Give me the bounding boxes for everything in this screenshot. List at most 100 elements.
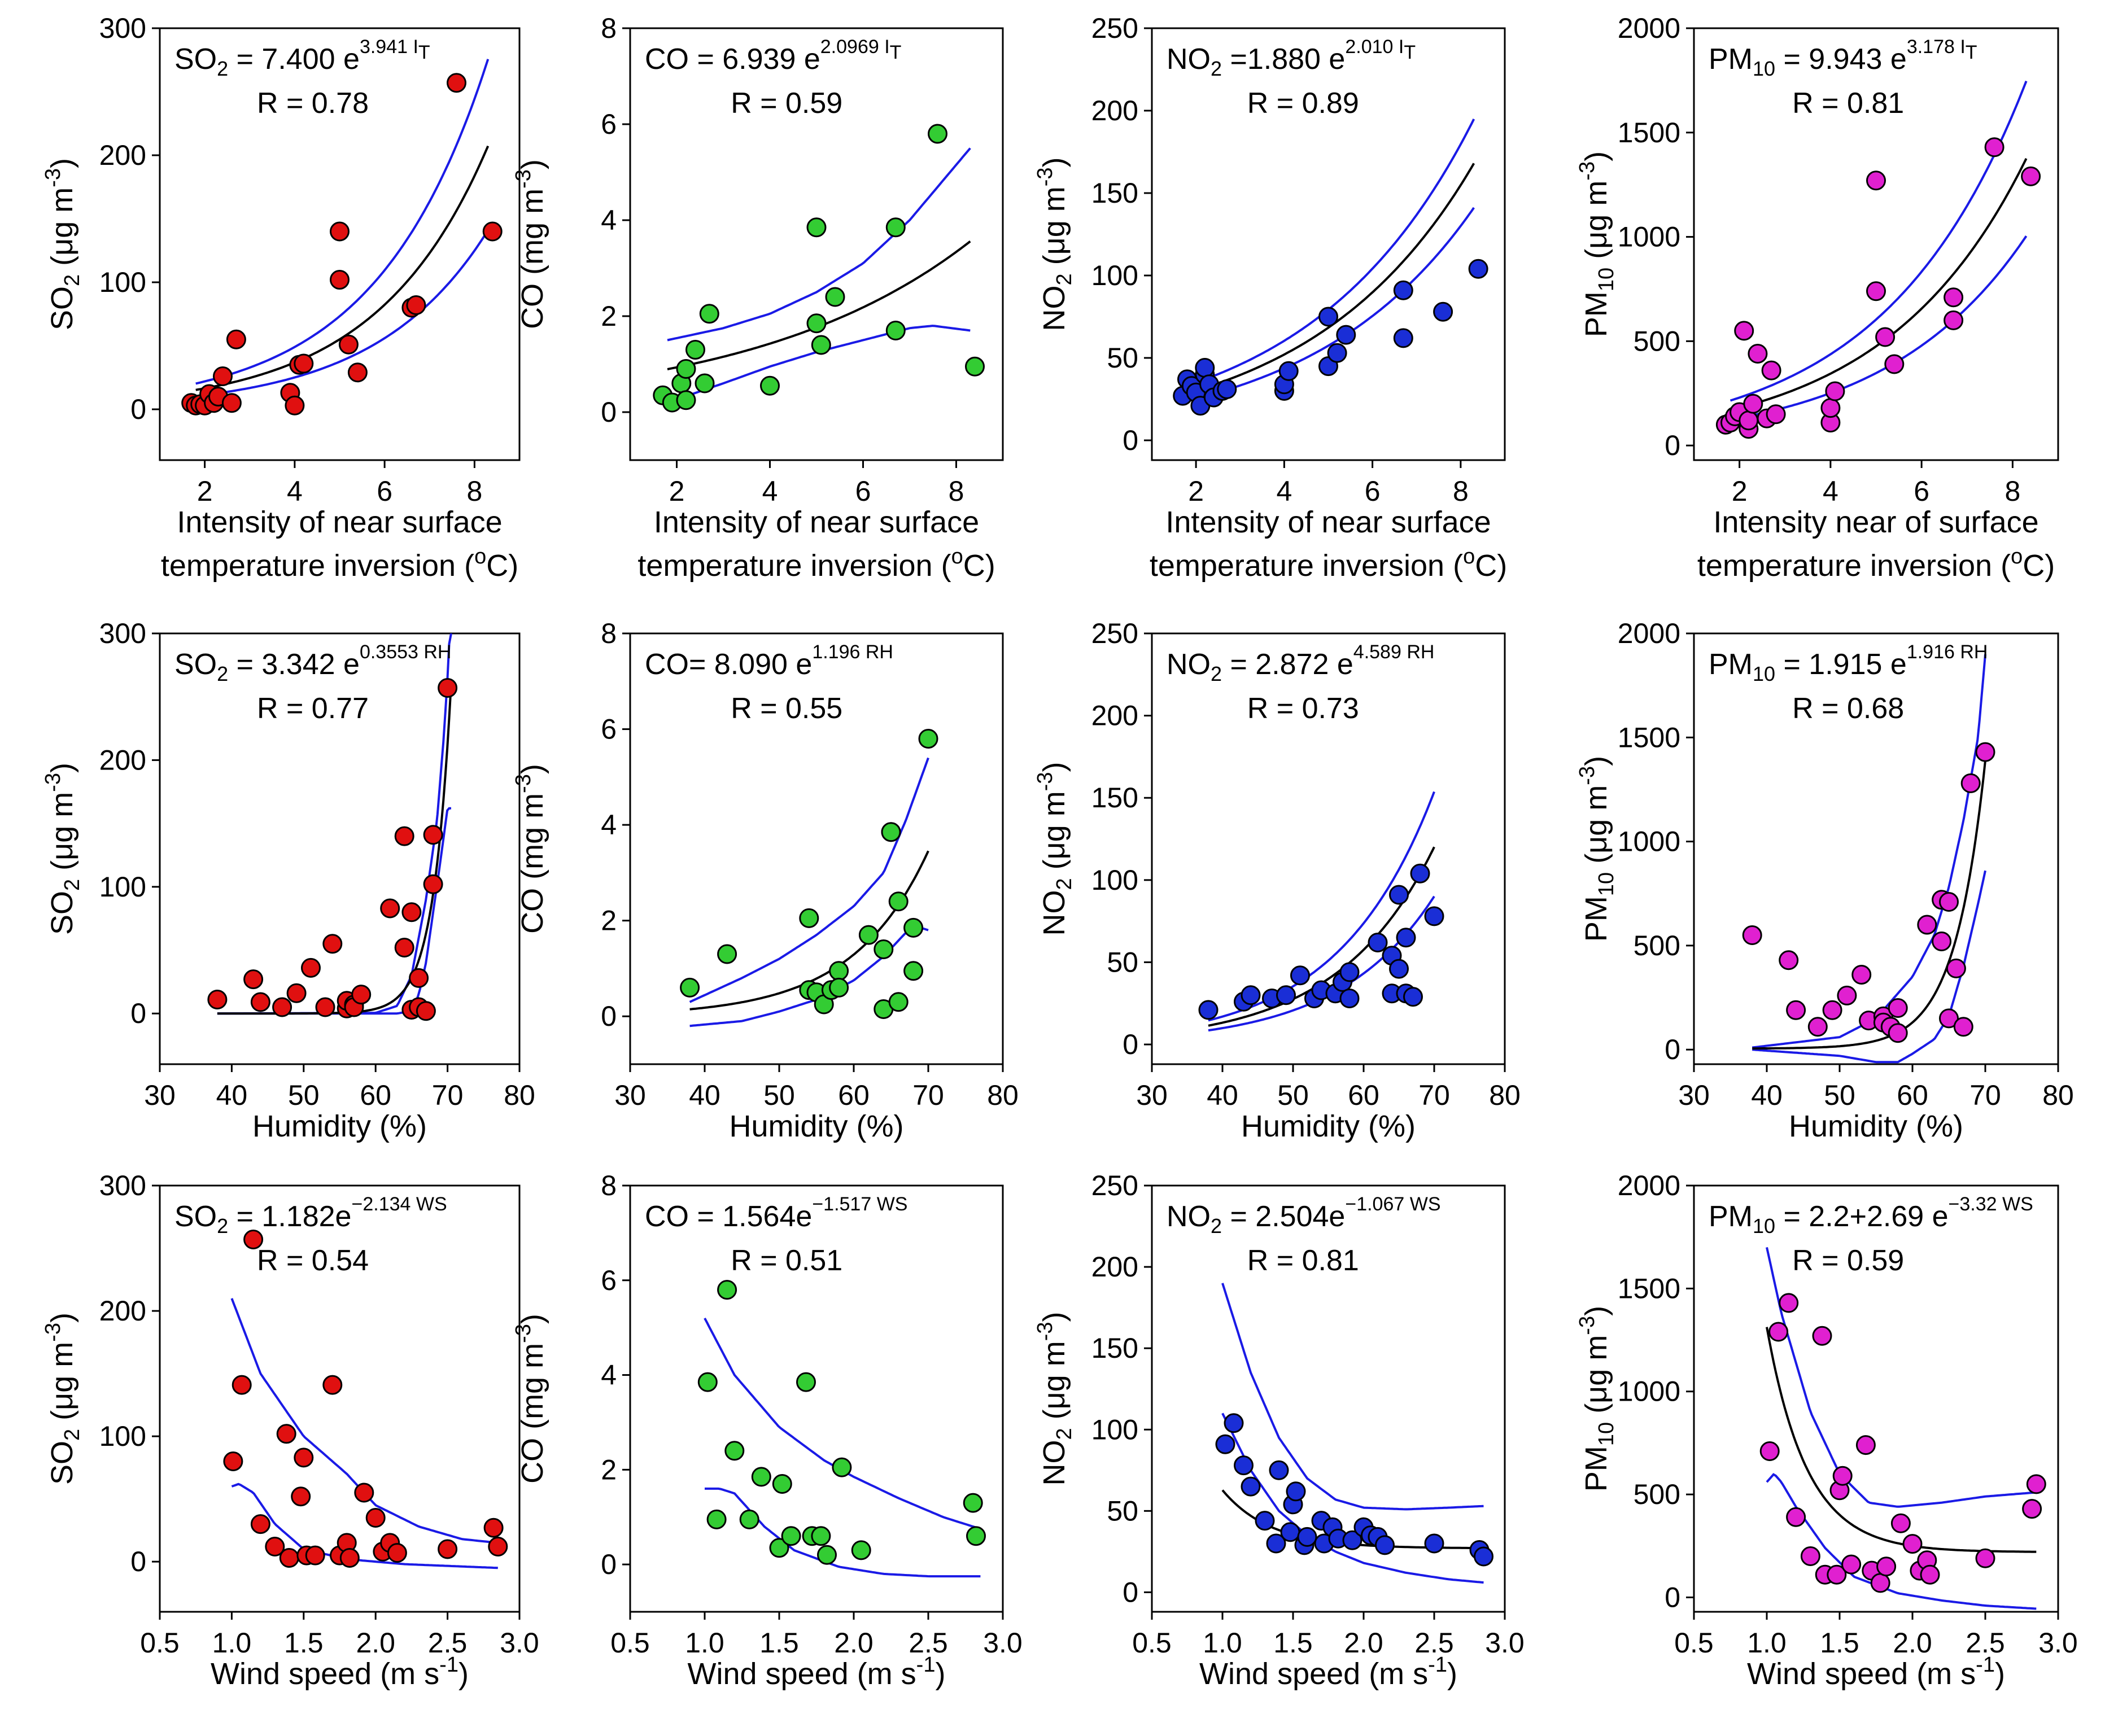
y-tick-label: 100 [99,1420,146,1452]
equation-label: NO2 =1.880 e2.010 IT [1167,36,1416,80]
data-point [706,1509,727,1529]
x-axis-label-line1: Intensity near of surface [1713,505,2038,539]
data-point [851,1540,871,1560]
ci-upper-curve [217,633,452,1015]
data-point [279,1548,299,1568]
x-tick-label: 4 [1823,475,1838,507]
panel-p-pm-rh: 30 40 50 60 70 80 0 500 1000 1500 2000 PM10 = 1.915… [1575,618,2074,1143]
equation-label: CO = 1.564e−1.517 WS [645,1193,907,1233]
data-point [406,295,426,315]
x-tick-label: 8 [949,475,964,507]
x-tick-label: 70 [432,1079,464,1111]
curves [217,633,452,1015]
data-point [963,1493,983,1513]
data-point [1837,985,1857,1005]
x-tick-label: 40 [689,1079,720,1111]
data-point [1410,863,1430,884]
y-axis-label: CO (mg m-3) [512,159,549,329]
x-tick-label: 1.0 [1203,1627,1242,1659]
data-point [351,985,372,1005]
x-tick-label: 2.0 [1893,1627,1932,1659]
data-point [885,321,906,340]
x-tick-label: 80 [2042,1079,2074,1111]
x-tick-label: 1.0 [1747,1627,1787,1659]
y-tick-label: 0 [1665,430,1680,461]
x-axis-label-line1: Intensity of near surface [1165,505,1491,539]
y-tick-label: 200 [1091,1251,1138,1283]
x-axis-label-line2: temperature inversion (oC) [1697,545,2055,583]
panel-p-co-inv: 2 4 6 8 0 2 4 6 8 CO = 6.939 e2.0969 IT R = 0.59 CO… [512,12,1004,583]
data-point [1286,1481,1306,1502]
data-point [1278,361,1299,381]
data-point [1424,906,1444,926]
data-point [2026,1474,2046,1494]
y-tick-label: 1500 [1618,1273,1680,1304]
data-point [265,1537,285,1556]
x-tick-label: 2.5 [428,1627,468,1659]
data-point [676,390,696,410]
x-tick-label: 30 [144,1079,176,1111]
data-point [438,1539,458,1559]
data-point [1851,965,1872,985]
y-axis-label: CO (mg m-3) [512,764,549,934]
data-point [285,395,305,416]
data-point [1255,1511,1275,1531]
data-point [881,822,901,842]
data-point [1946,958,1966,978]
y-tick-label: 0 [601,1000,617,1032]
data-point [751,1467,771,1487]
r-value-label: R = 0.89 [1247,87,1359,120]
panel-p-pm-inv: 2 4 6 8 0 500 1000 1500 2000 PM10 = 9.943 e3.178 … [1575,12,2059,583]
y-tick-label: 8 [601,1170,617,1201]
y-tick-label: 0 [601,396,617,428]
r-value-label: R = 0.77 [257,692,369,725]
y-tick-label: 200 [1091,700,1138,732]
x-tick-label: 30 [1678,1079,1710,1111]
equation-label: NO2 = 2.504e−1.067 WS [1167,1193,1441,1237]
y-tick-label: 200 [99,1295,146,1327]
y-tick-label: 6 [601,1265,617,1296]
x-axis-label: Wind speed (m s-1) [1747,1653,2005,1691]
equation-label: CO = 6.939 e2.0969 IT [645,36,901,76]
x-axis-label-line1: Intensity of near surface [177,505,502,539]
r-value-label: R = 0.59 [1792,1244,1904,1277]
equation-label: PM10 = 9.943 e3.178 IT [1709,36,1977,80]
x-tick-label: 30 [614,1079,646,1111]
data-point [1342,1530,1362,1550]
ci-upper-curve [667,147,971,342]
data-point [1975,742,1995,762]
x-tick-label: 80 [1489,1079,1521,1111]
r-value-label: R = 0.78 [257,87,369,120]
y-tick-label: 4 [601,204,617,236]
x-tick-label: 40 [1751,1079,1783,1111]
data-point [799,908,819,928]
y-tick-label: 300 [99,1170,146,1201]
data-point [874,939,894,959]
data-point [409,968,429,988]
x-tick-label: 50 [1824,1079,1855,1111]
data-point [1389,885,1409,905]
data-point [685,340,705,360]
data-point [1389,959,1409,979]
data-point [1807,1017,1828,1037]
x-tick-label: 80 [987,1079,1019,1111]
data-point [858,925,879,945]
data-point [1944,310,1964,330]
y-tick-label: 2 [601,905,617,937]
data-point [1290,965,1310,986]
data-point [1953,1017,1973,1037]
data-point [322,1375,343,1395]
x-axis-label: Wind speed (m s-1) [688,1653,946,1691]
data-point [488,1537,508,1556]
data-point [1195,358,1215,378]
data-point [1820,398,1841,418]
data-point [1855,1435,1876,1455]
y-axis-label: SO2 (μg m-3) [41,1313,84,1485]
y-axis-label: PM10 (μg m-3) [1575,756,1618,942]
x-axis-label: Humidity (%) [252,1109,427,1143]
data-point [272,997,292,1017]
data-point [1832,1466,1853,1486]
data-point [301,957,321,978]
data-point [811,1526,831,1546]
x-tick-label: 0.5 [140,1627,180,1659]
